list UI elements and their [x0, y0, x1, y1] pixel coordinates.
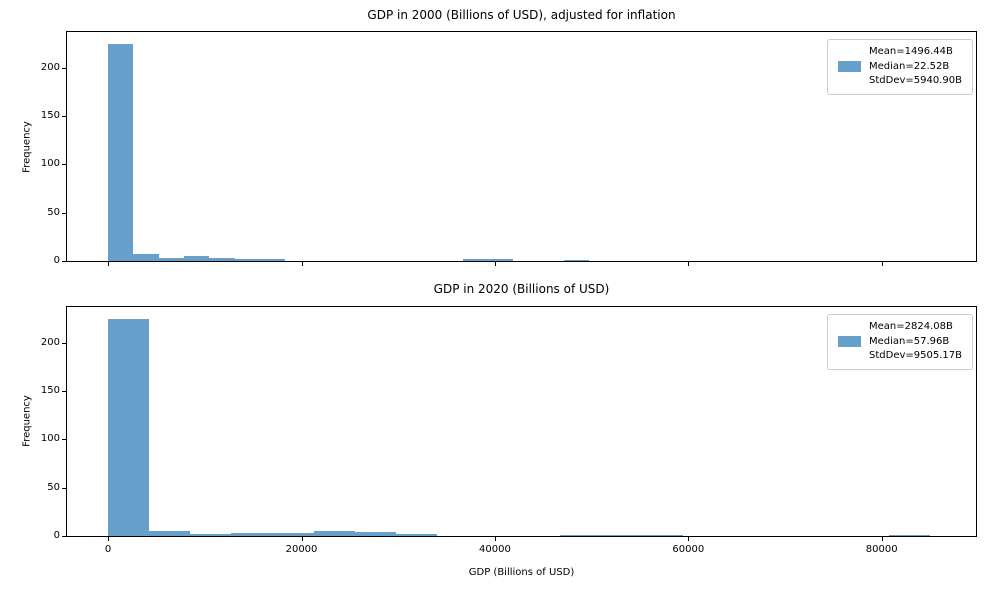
x-tick-mark: [494, 262, 496, 266]
y-tick-mark: [62, 67, 66, 69]
chart1-plot-area: Mean=1496.44B Median=22.52B StdDev=5940.…: [41, 31, 977, 266]
y-tick-mark: [62, 164, 66, 166]
histogram-bar: [487, 259, 514, 261]
x-tick-label: 0: [104, 544, 112, 555]
histogram-bar: [354, 532, 396, 536]
y-tick-mark: [62, 212, 66, 214]
y-tick-mark: [62, 116, 66, 118]
y-tick-mark: [62, 487, 66, 489]
legend-swatch-icon: [838, 61, 862, 73]
y-tick-label: 100: [40, 158, 60, 170]
histogram-bar: [209, 258, 235, 261]
histogram-bar: [888, 535, 931, 536]
y-tick-label: 50: [47, 206, 60, 218]
chart2-legend-median: Median=57.96B: [869, 335, 950, 347]
histogram-bar: [231, 533, 273, 536]
chart1-title: GDP in 2000 (Billions of USD), adjusted …: [367, 8, 676, 22]
chart2-y-axis-label: Frequency: [21, 395, 33, 447]
x-axis-label: GDP (Billions of USD): [468, 567, 575, 578]
histogram-bar: [234, 259, 261, 261]
y-tick-label: 50: [47, 481, 60, 493]
histogram-bar: [272, 533, 314, 536]
x-tick-mark: [108, 537, 110, 541]
x-tick-label: 60000: [672, 544, 705, 555]
histogram-bar: [184, 256, 210, 261]
y-tick-label: 150: [40, 110, 60, 122]
chart1-legend-mean: Mean=1496.44B: [869, 46, 953, 57]
x-tick-mark: [881, 537, 883, 541]
y-tick-mark: [62, 261, 66, 262]
chart2-legend-text: Mean=2824.08B Median=57.96B StdDev=9505.…: [869, 320, 962, 364]
y-tick-mark: [62, 342, 66, 344]
y-tick-mark: [62, 439, 66, 441]
chart1-legend-text: Mean=1496.44B Median=22.52B StdDev=5940.…: [869, 45, 962, 89]
histogram-bar: [462, 259, 488, 261]
x-tick-label: 20000: [285, 544, 318, 555]
y-tick-mark: [62, 536, 66, 537]
histogram-bar: [108, 318, 150, 536]
histogram-bar: [190, 534, 232, 536]
chart1-legend-median: Median=22.52B: [869, 60, 950, 72]
x-tick-mark: [108, 262, 110, 266]
histogram-bar: [260, 259, 286, 261]
chart1-legend-stddev: StdDev=5940.90B: [869, 75, 962, 86]
chart2-title: GDP in 2020 (Billions of USD): [433, 282, 610, 296]
chart2-legend-mean: Mean=2824.08B: [869, 321, 953, 332]
x-tick-mark: [688, 537, 690, 541]
histogram-bar: [601, 535, 643, 536]
y-tick-label: 100: [40, 433, 60, 445]
chart2-legend-stddev: StdDev=9505.17B: [869, 350, 962, 361]
histogram-bar: [563, 260, 590, 261]
x-tick-label: 40000: [479, 544, 511, 555]
x-tick-mark: [301, 262, 303, 266]
chart1-legend: Mean=1496.44B Median=22.52B StdDev=5940.…: [827, 39, 973, 95]
y-tick-label: 0: [53, 255, 60, 266]
y-tick-label: 150: [40, 385, 60, 397]
histogram-bar: [133, 254, 159, 261]
x-tick-mark: [688, 262, 690, 266]
histogram-bar: [149, 531, 191, 536]
histogram-bar: [560, 535, 602, 536]
chart2-legend: Mean=2824.08B Median=57.96B StdDev=9505.…: [827, 314, 973, 370]
x-tick-label: 80000: [865, 544, 898, 555]
x-tick-mark: [494, 537, 496, 541]
x-tick-mark: [881, 262, 883, 266]
histogram-bar: [108, 43, 134, 261]
y-tick-label: 200: [40, 336, 60, 348]
legend-swatch-icon: [838, 336, 862, 348]
y-tick-label: 200: [40, 61, 60, 73]
y-tick-label: 0: [53, 530, 60, 541]
histogram-bar: [313, 531, 355, 536]
chart2-plot-area: Mean=2824.08B Median=57.96B StdDev=9505.…: [41, 306, 977, 555]
histogram-bar: [158, 258, 185, 261]
histogram-bar: [395, 534, 437, 536]
histogram-bar: [642, 535, 684, 536]
y-tick-mark: [62, 391, 66, 393]
x-tick-mark: [301, 537, 303, 541]
chart1-y-axis-label: Frequency: [21, 121, 33, 173]
